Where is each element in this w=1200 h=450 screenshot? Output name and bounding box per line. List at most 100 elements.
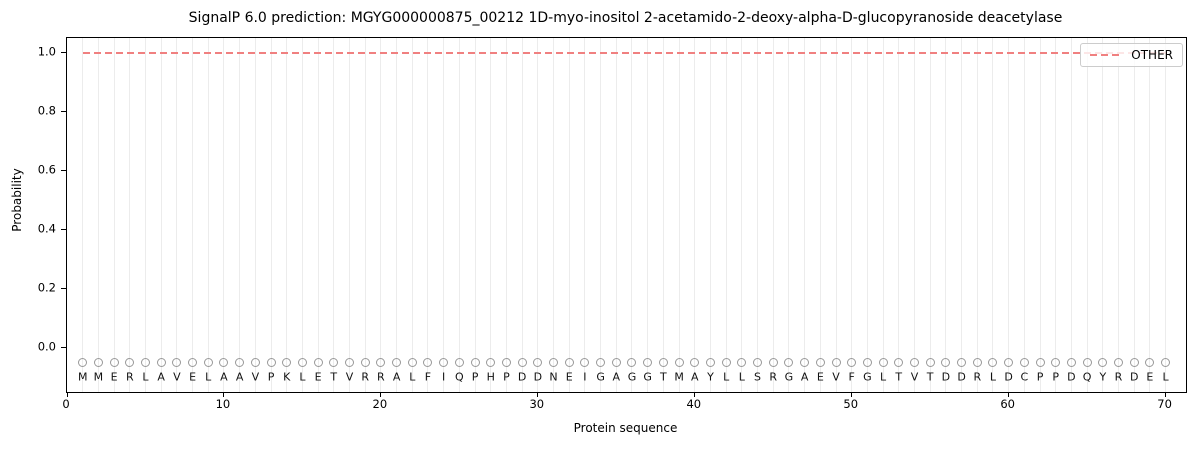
gridline <box>631 38 633 392</box>
residue-letter: R <box>1114 370 1123 384</box>
gridline <box>396 38 398 392</box>
gridline <box>427 38 429 392</box>
residue-letter: V <box>345 370 354 384</box>
residue-letter: P <box>267 370 275 384</box>
residue-marker <box>439 358 449 367</box>
residue-letter: D <box>1129 370 1139 384</box>
residue-marker <box>1035 358 1045 367</box>
residue-letter: K <box>283 370 291 384</box>
residue-marker <box>235 358 245 367</box>
residue-letter: G <box>643 370 652 384</box>
gridline <box>333 38 335 392</box>
gridline <box>254 38 256 392</box>
x-tick-label: 50 <box>843 397 859 411</box>
residue-marker <box>1161 358 1171 367</box>
gridline <box>1133 38 1135 392</box>
residue-letter: D <box>957 370 966 384</box>
gridline <box>819 38 821 392</box>
residue-marker <box>1098 358 1108 367</box>
residue-letter: V <box>832 370 840 384</box>
gridline <box>286 38 288 392</box>
residue-letter: Y <box>707 370 714 384</box>
residue-marker <box>972 358 982 367</box>
residue-letter: A <box>691 370 699 384</box>
residue-letter: G <box>627 370 637 384</box>
chart-title: SignalP 6.0 prediction: MGYG000000875_00… <box>188 10 1063 26</box>
gridline <box>1023 38 1025 392</box>
gridline <box>1008 38 1010 392</box>
residue-marker <box>140 358 150 367</box>
residue-marker <box>957 358 967 367</box>
y-tick-mark <box>61 229 66 231</box>
residue-marker <box>596 358 606 367</box>
residue-letter: D <box>1004 370 1013 384</box>
gridline <box>1149 38 1151 392</box>
residue-letter: R <box>125 370 134 384</box>
residue-letter: A <box>220 370 228 384</box>
residue-letter: L <box>205 370 212 384</box>
x-tick-mark <box>694 393 696 397</box>
gridline <box>458 38 460 392</box>
residue-marker <box>360 358 370 367</box>
residue-marker <box>1129 358 1139 367</box>
gridline <box>882 38 884 392</box>
gridline <box>270 38 272 392</box>
residue-marker <box>517 358 527 367</box>
residue-marker <box>800 358 810 367</box>
gridline <box>239 38 241 392</box>
residue-marker <box>1114 358 1123 367</box>
residue-letter: P <box>1036 370 1044 384</box>
gridline <box>1118 38 1119 392</box>
residue-letter: A <box>800 370 809 384</box>
gridline <box>929 38 931 392</box>
gridline <box>709 38 711 392</box>
residue-marker <box>125 358 135 367</box>
residue-letter: Y <box>1099 370 1107 384</box>
x-tick-mark <box>380 393 382 397</box>
residue-marker <box>1066 358 1076 367</box>
gridline <box>443 38 445 392</box>
y-tick-label: 0.4 <box>37 221 56 235</box>
gridline <box>725 38 727 392</box>
residue-letter: P <box>471 370 479 384</box>
gridline <box>129 38 131 392</box>
residue-letter: T <box>926 370 934 384</box>
residue-letter: G <box>596 370 605 384</box>
residue-marker <box>1082 358 1092 367</box>
y-tick-label: 1.0 <box>37 44 56 58</box>
residue-letter: L <box>1162 370 1169 384</box>
x-tick-mark <box>1165 393 1167 397</box>
residue-letter: H <box>486 370 495 384</box>
residue-letter: V <box>173 370 181 384</box>
gridline <box>851 38 853 392</box>
residue-letter: A <box>235 370 244 384</box>
residue-marker <box>329 358 339 367</box>
gridline <box>176 38 178 392</box>
gridline <box>521 38 523 392</box>
x-tick-label: 30 <box>529 397 545 411</box>
residue-marker <box>156 358 166 367</box>
gridline <box>788 38 790 392</box>
residue-marker <box>862 358 872 367</box>
gridline <box>772 38 774 392</box>
gridline <box>1070 38 1072 392</box>
residue-marker <box>423 358 433 367</box>
gridline <box>144 38 146 392</box>
residue-marker <box>313 358 323 367</box>
residue-marker <box>988 358 998 367</box>
residue-letter: R <box>361 370 370 384</box>
x-tick-label: 70 <box>1157 397 1172 411</box>
residue-marker <box>847 358 857 367</box>
residue-letter: E <box>565 370 573 384</box>
x-tick-label: 10 <box>215 397 231 411</box>
residue-letter: G <box>863 370 872 384</box>
x-tick-label: 0 <box>62 397 70 411</box>
residue-letter: E <box>189 370 197 384</box>
residue-marker <box>219 358 229 367</box>
residue-letter: R <box>377 370 385 384</box>
y-tick-mark <box>61 170 66 172</box>
residue-letter: Q <box>455 370 464 384</box>
gridline <box>411 38 413 392</box>
residue-letter: L <box>880 370 887 384</box>
